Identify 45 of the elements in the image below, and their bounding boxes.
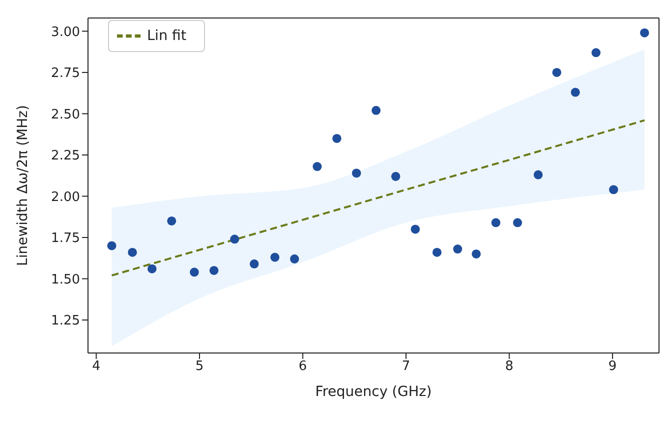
point (491, 218, 500, 228)
x-tick-label: 5 (195, 359, 204, 374)
y-tick-label: 1.75 (51, 231, 80, 246)
y-tick-label: 1.25 (51, 314, 80, 329)
x-axis-title: Frequency (GHz) (315, 384, 432, 400)
x-tick-label: 8 (505, 359, 514, 374)
y-tick-label: 3.00 (51, 24, 80, 40)
point (250, 259, 259, 268)
point (432, 248, 442, 257)
point (290, 254, 300, 264)
point (190, 268, 199, 277)
point (128, 248, 137, 257)
point (472, 249, 481, 258)
point (534, 170, 543, 180)
point (312, 162, 322, 172)
y-tick-label: 2.50 (51, 107, 80, 122)
x-tick-label: 7 (402, 359, 410, 374)
point (592, 48, 601, 58)
y-tick-label: 2.75 (51, 66, 80, 82)
point (391, 172, 400, 181)
point (640, 28, 650, 38)
y-tick-label: 2.00 (51, 190, 80, 205)
point (552, 68, 562, 77)
point (167, 216, 176, 226)
point (372, 106, 381, 115)
point (148, 264, 157, 274)
y-axis-title: Linewidth Δω/2π (MHz) (14, 105, 31, 266)
point (270, 252, 280, 262)
point (453, 244, 462, 254)
point (609, 185, 618, 194)
point (570, 88, 580, 97)
y-tick-label: 2.25 (51, 148, 80, 164)
x-tick-label: 9 (608, 359, 617, 374)
point (230, 234, 240, 244)
point (352, 168, 361, 178)
point (332, 134, 342, 143)
line-series (110, 119, 646, 276)
point (107, 241, 116, 250)
x-tick-label: 4 (92, 359, 100, 374)
point (513, 218, 522, 228)
point (209, 266, 218, 275)
point (410, 224, 420, 234)
y-tick-label: 1.50 (51, 272, 80, 288)
x-tick-label: 6 (298, 359, 307, 374)
legend-label: Lin fit (147, 28, 186, 44)
